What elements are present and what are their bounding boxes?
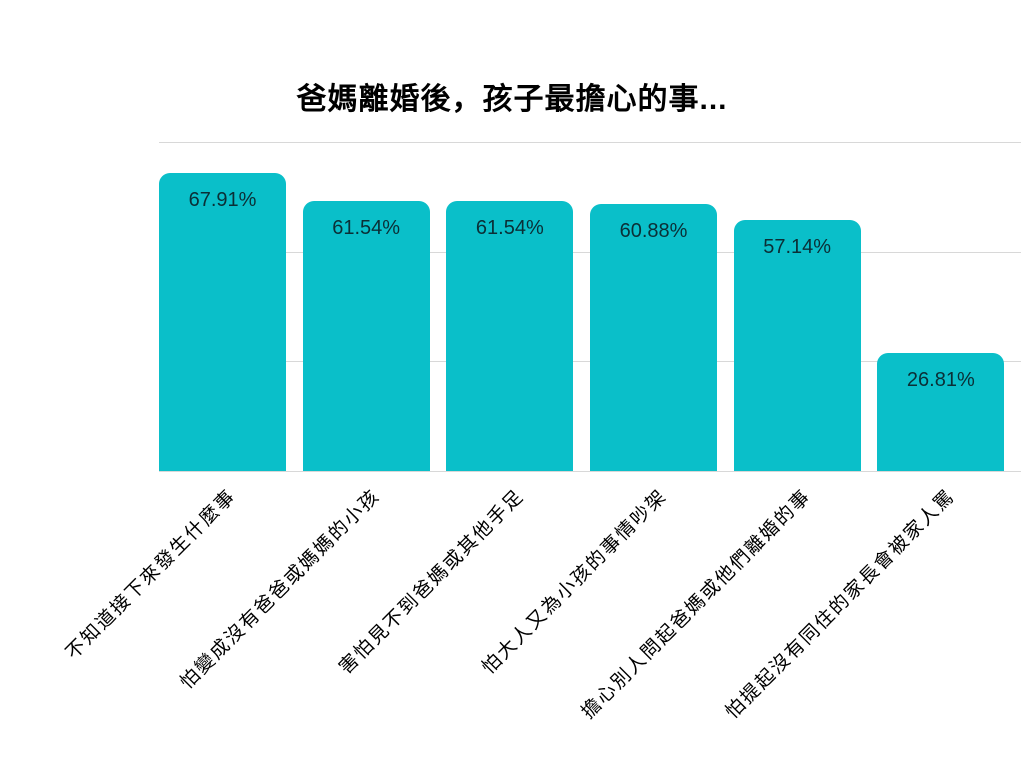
bar-value-label-5: 57.14% — [763, 236, 832, 259]
bar-5: 57.14% — [733, 220, 861, 471]
bars: 67.91% 61.54% 61.54% 60.88% 57.14% 26.81% — [159, 142, 1021, 471]
chart-title: 爸媽離婚後，孩子最擔心的事... — [296, 83, 728, 116]
x-axis-label-6: 怕提起沒有同住的家長會被家人罵 — [721, 485, 960, 724]
bar-6: 26.81% — [877, 353, 1005, 471]
bar-4: 60.88% — [590, 203, 717, 471]
plot-area: 67.91% 61.54% 61.54% 60.88% 57.14% 26.81% — [159, 142, 1021, 472]
gridline-75 — [159, 142, 1021, 143]
x-axis-label-5: 擔心別人問起爸媽或他們離婚的事 — [577, 485, 816, 724]
gridline-0 — [159, 471, 1021, 472]
bar-value-label-3: 61.54% — [475, 217, 544, 240]
bar-value-label-2: 61.54% — [332, 217, 401, 240]
bar-value-label-6: 26.81% — [906, 369, 975, 392]
bar-3: 61.54% — [446, 201, 574, 471]
bar-value-label-4: 60.88% — [619, 219, 688, 242]
x-axis-labels: 不知道接下來發生什麼事 怕變成沒有爸爸或媽媽的小孩 害怕見不到爸媽或其他手足 怕大人又… — [63, 482, 1021, 742]
bar-value-label-1: 67.91% — [188, 189, 257, 212]
bar-2: 61.54% — [302, 201, 430, 471]
bar-1: 67.91% — [159, 173, 286, 471]
